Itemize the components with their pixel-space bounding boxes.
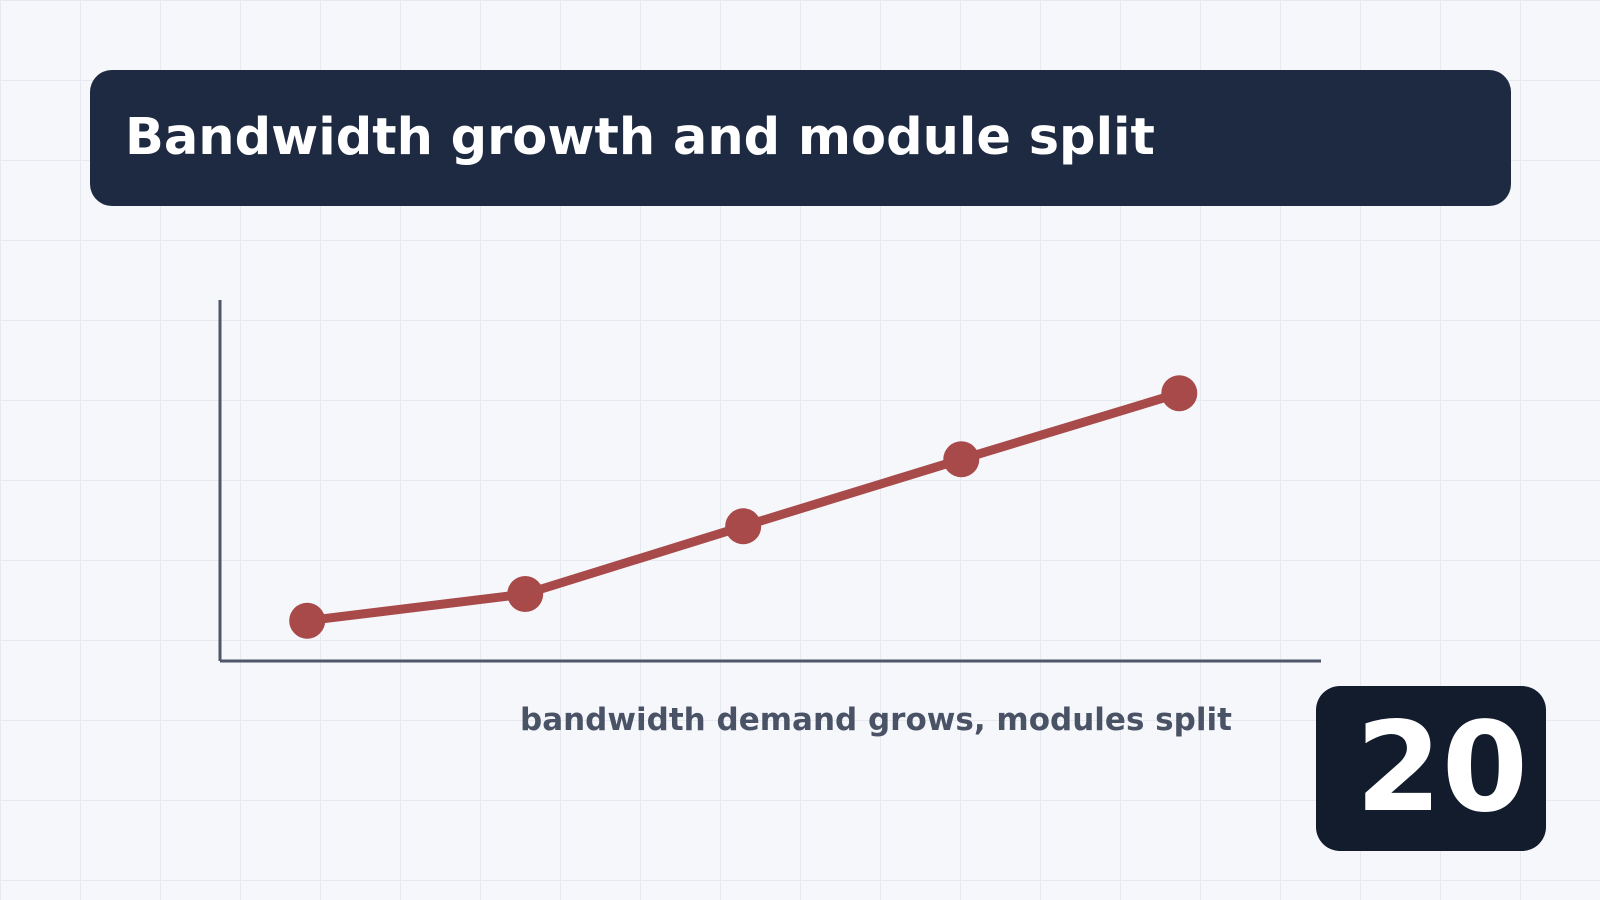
data-point-2 [507, 576, 544, 612]
data-point-1 [289, 602, 326, 639]
page-number: 20 [1355, 696, 1528, 840]
chart-caption: bandwidth demand grows, modules split [520, 702, 1232, 738]
series-line-0 [302, 388, 1184, 626]
series-layer [289, 375, 1198, 639]
title-banner: Bandwidth growth and module split [90, 70, 1511, 206]
data-point-5 [1161, 375, 1198, 412]
data-point-4 [943, 441, 980, 478]
slide-title: Bandwidth growth and module split [125, 108, 1155, 167]
page-number-badge: 20 [1316, 686, 1546, 851]
data-point-3 [725, 508, 762, 545]
